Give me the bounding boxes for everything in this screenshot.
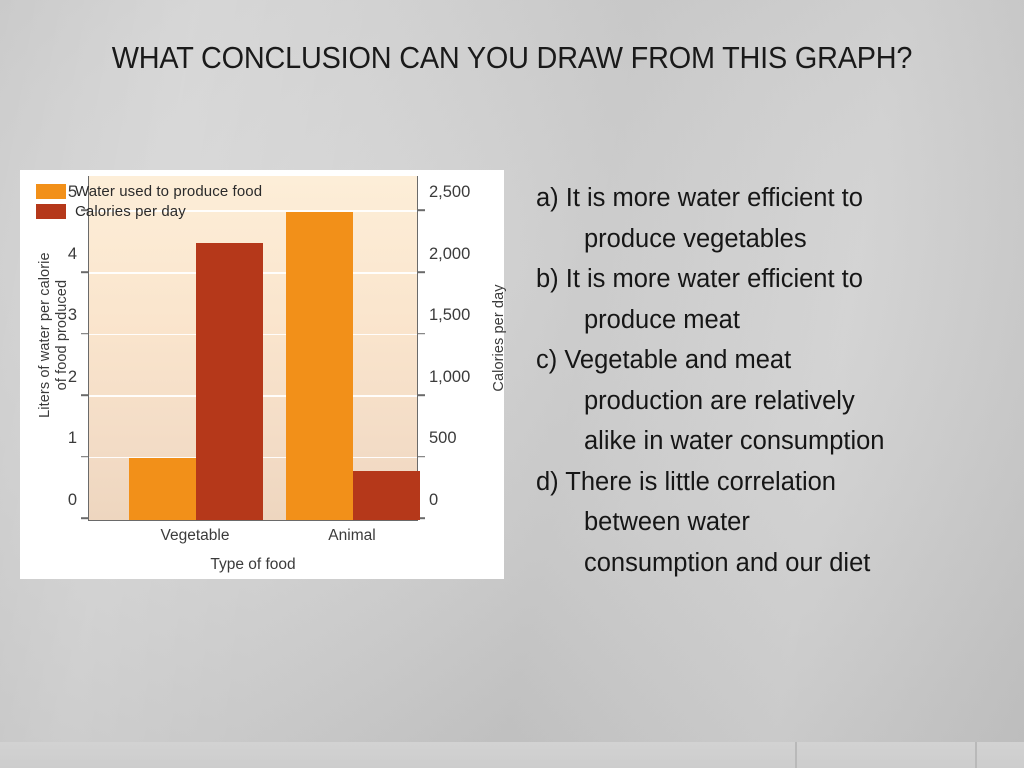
chart-y-tick-label: 1	[67, 429, 77, 448]
chart-y2-tick	[417, 332, 425, 335]
chart-y2-tick-label: 0	[429, 491, 439, 510]
chart-y-tick	[81, 332, 89, 335]
chart-legend: Water used to produce food Calories per …	[36, 183, 262, 223]
chart-y-tick	[81, 456, 89, 458]
chart-category-label: Vegetable	[160, 527, 230, 544]
answer-option[interactable]: b) It is more water efficient to	[536, 265, 863, 293]
answer-option-continuation[interactable]: production are relatively	[584, 386, 855, 415]
answer-options-list: a) It is more water efficient to produce …	[536, 178, 1006, 583]
answer-option-continuation[interactable]: between water	[584, 508, 750, 536]
legend-item-water: Water used to produce food	[36, 183, 262, 200]
chart-y-tick-label: 3	[67, 306, 77, 325]
legend-swatch-calories	[36, 204, 66, 219]
chart-y-tick-label: 0	[67, 491, 77, 510]
chart-y2-tick	[417, 271, 425, 273]
answer-option-continuation[interactable]: alike in water consumption	[584, 427, 885, 455]
answer-option[interactable]: a) It is more water efficient to	[536, 184, 863, 212]
chart-y-tick-label: 4	[67, 244, 77, 263]
chart-y2-tick-label: 1,500	[429, 306, 471, 325]
chart-y-tick	[81, 209, 89, 212]
answer-option-continuation[interactable]: produce meat	[584, 305, 740, 334]
chart-y2-tick	[417, 394, 425, 396]
legend-swatch-water	[36, 184, 66, 199]
chart-bar	[129, 458, 196, 520]
page-title: WHAT CONCLUSION CAN YOU DRAW FROM THIS G…	[111, 40, 913, 75]
answer-option[interactable]: d) There is little correlation	[536, 467, 836, 496]
chart-y-axis-label-line1: Liters of water per calorie	[36, 252, 53, 418]
chart-bar	[286, 211, 353, 520]
chart-y-tick-label: 5	[67, 183, 77, 202]
answer-option-continuation[interactable]: produce vegetables	[584, 224, 807, 253]
chart-y2-tick-label: 2,000	[429, 244, 471, 263]
footer-divider-left	[795, 742, 797, 768]
legend-label-water: Water used to produce food	[75, 183, 263, 200]
chart-y2-tick-label: 2,500	[429, 183, 471, 202]
chart-y-tick	[81, 517, 89, 520]
chart-plot-area: 0 1 2 3 4 5 0 500 1,000 1,500 2,000 2,500	[68, 176, 470, 521]
legend-label-calories: Calories per day	[75, 203, 186, 220]
slide-footer-bar	[0, 742, 1024, 768]
chart-y2-axis-label: Calories per day	[491, 284, 507, 392]
chart-y-tick-label: 2	[67, 367, 77, 386]
chart-y2-tick-label: 500	[429, 429, 457, 448]
chart-gridline	[89, 210, 417, 212]
footer-divider-right	[975, 742, 977, 768]
chart-y2-tick	[417, 456, 425, 458]
chart-y-tick	[81, 394, 89, 396]
chart-y2-tick	[417, 209, 425, 212]
chart-y2-tick-label: 1,000	[429, 367, 471, 386]
chart-y-axis-label: Liters of water per calorie of food prod…	[37, 205, 71, 465]
chart-y2-tick	[417, 517, 425, 520]
answer-option-continuation[interactable]: consumption and our diet	[584, 548, 871, 577]
chart-bar	[196, 242, 263, 520]
chart-bar	[353, 470, 420, 520]
chart-category-label: Animal	[328, 527, 376, 544]
chart-figure: Liters of water per calorie of food prod…	[20, 170, 507, 579]
chart-y-tick	[81, 271, 89, 273]
legend-item-calories: Calories per day	[36, 203, 262, 220]
chart-x-axis-label: Type of food	[210, 556, 296, 573]
answer-option[interactable]: c) Vegetable and meat	[536, 346, 792, 374]
